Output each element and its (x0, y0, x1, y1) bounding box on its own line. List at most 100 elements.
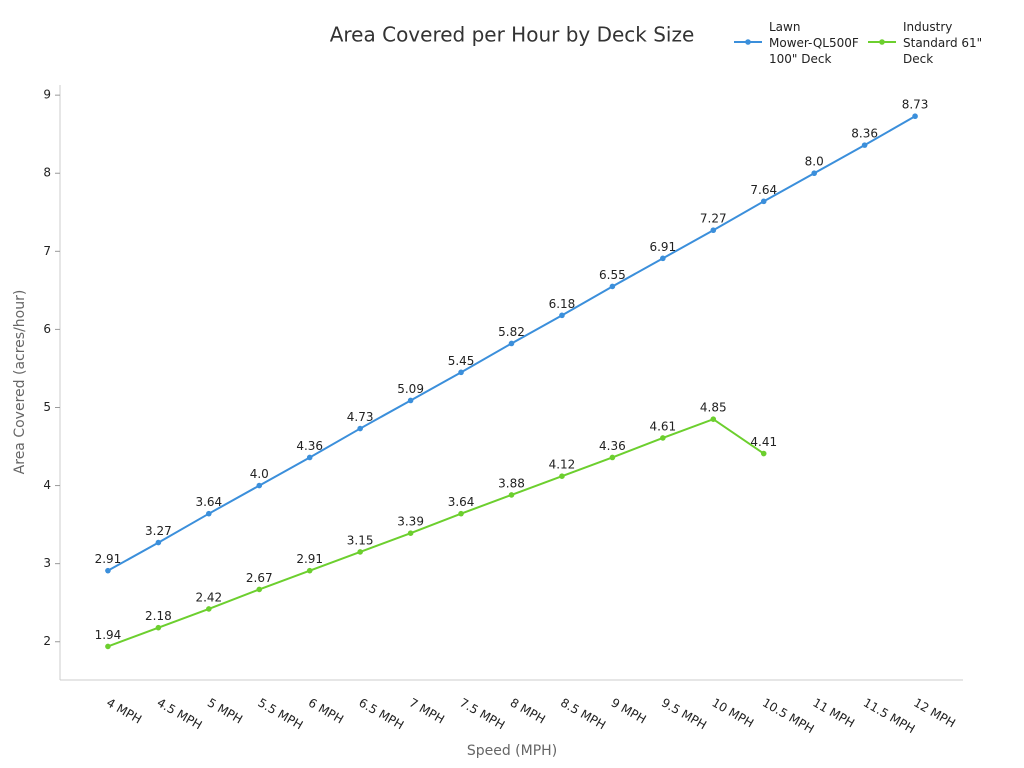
data-point (357, 549, 363, 555)
data-point (206, 510, 212, 517)
data-label: 6.55 (599, 268, 626, 282)
data-point (306, 567, 313, 574)
x-tick-label: 10.5 MPH (760, 696, 816, 737)
y-tick-label: 7 (43, 244, 51, 258)
data-label: 8.36 (851, 127, 878, 141)
x-tick-label: 10 MPH (710, 696, 757, 731)
data-label: 5.82 (498, 325, 525, 339)
data-label: 2.91 (95, 552, 122, 566)
data-label: 2.42 (195, 590, 222, 604)
data-point (357, 425, 363, 432)
x-tick-label: 6 MPH (306, 696, 346, 727)
x-tick-label: 8.5 MPH (558, 696, 608, 733)
data-point (155, 624, 162, 631)
data-label: 3.88 (498, 476, 525, 490)
data-label: 2.91 (296, 552, 323, 566)
data-label: 1.94 (95, 628, 122, 642)
data-point (407, 397, 414, 404)
data-point (155, 539, 162, 546)
x-tick-label: 5.5 MPH (255, 696, 305, 733)
data-point (559, 473, 565, 480)
data-point (105, 567, 111, 574)
data-point (206, 606, 212, 612)
data-point (660, 255, 666, 262)
data-point (407, 530, 414, 537)
x-tick-label: 4 MPH (104, 696, 144, 727)
legend-label: Industry Standard 61" Deck (903, 20, 982, 66)
legend-label-line: Standard 61" (903, 36, 982, 50)
x-tick-label: 12 MPH (911, 696, 958, 731)
x-tick-label: 11 MPH (810, 696, 857, 731)
series-line (107, 418, 765, 648)
data-label: 6.91 (649, 240, 676, 254)
x-tick-label: 7 MPH (407, 696, 447, 727)
data-point (458, 510, 464, 517)
data-label: 4.36 (599, 439, 626, 453)
x-tick-label: 4.5 MPH (155, 696, 205, 733)
data-label: 4.61 (649, 419, 676, 433)
y-tick-label: 4 (43, 478, 51, 492)
data-point (508, 492, 515, 498)
data-point (811, 170, 817, 177)
data-point (458, 369, 464, 376)
data-label: 4.12 (549, 458, 576, 472)
data-point (660, 435, 666, 441)
data-label: 6.18 (549, 297, 576, 311)
y-tick-label: 2 (43, 634, 51, 648)
data-point (861, 142, 868, 148)
y-tick-label: 3 (43, 556, 51, 570)
data-label: 4.41 (750, 435, 777, 449)
data-label: 5.09 (397, 382, 424, 396)
y-tick-label: 8 (43, 166, 51, 180)
data-label: 3.39 (397, 515, 424, 529)
x-tick-label: 9.5 MPH (659, 696, 709, 733)
data-point (508, 340, 515, 347)
legend-swatch-dot (745, 39, 751, 45)
data-label: 4.73 (347, 410, 374, 424)
data-point (710, 227, 717, 234)
legend-label: Lawn Mower-QL500F 100" Deck (769, 20, 859, 66)
x-tick-label: 5 MPH (205, 696, 245, 727)
data-point (609, 454, 616, 461)
data-label: 4.36 (296, 439, 323, 453)
data-label: 5.45 (448, 354, 475, 368)
legend-label-line: 100" Deck (769, 52, 831, 66)
data-label: 2.67 (246, 571, 273, 585)
legend-label-line: Lawn (769, 20, 800, 34)
y-axis-title: Area Covered (acres/hour) (12, 290, 28, 475)
x-tick-label: 8 MPH (508, 696, 548, 727)
legend-label-line: Deck (903, 52, 933, 66)
data-point (609, 283, 616, 290)
y-tick-label: 6 (43, 322, 51, 336)
legend-label-line: Mower-QL500F (769, 36, 859, 50)
data-label: 3.64 (448, 495, 475, 509)
data-point (256, 586, 263, 593)
chart-title: Area Covered per Hour by Deck Size (330, 23, 695, 47)
data-point (306, 454, 313, 461)
data-label: 3.27 (145, 524, 172, 538)
data-label: 2.18 (145, 609, 172, 623)
data-point (760, 450, 767, 457)
data-label: 4.85 (700, 401, 727, 415)
data-label: 3.64 (195, 495, 222, 509)
legend-label-line: Industry (903, 20, 952, 34)
x-axis-title: Speed (MPH) (467, 743, 557, 759)
legend-swatch-dot (879, 39, 885, 45)
y-tick-label: 5 (43, 400, 51, 414)
data-label: 8.73 (902, 98, 929, 112)
data-point (710, 416, 717, 422)
x-tick-label: 9 MPH (609, 696, 649, 727)
y-tick-label: 9 (43, 88, 51, 102)
data-label: 8.0 (805, 155, 824, 169)
data-label: 3.15 (347, 533, 374, 547)
data-point (912, 113, 918, 120)
data-point (105, 643, 111, 650)
data-point (256, 482, 263, 489)
x-tick-label: 11.5 MPH (861, 696, 917, 737)
data-label: 7.64 (750, 183, 777, 197)
data-label: 7.27 (700, 212, 727, 226)
data-point (559, 312, 565, 319)
x-tick-label: 7.5 MPH (457, 696, 507, 733)
